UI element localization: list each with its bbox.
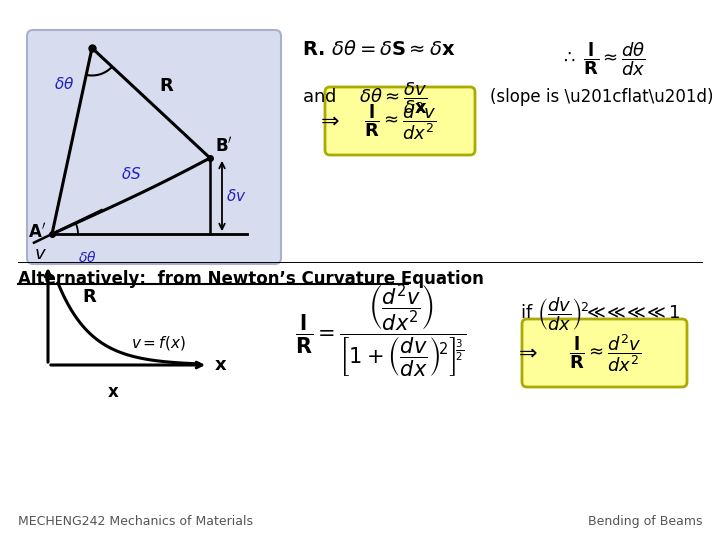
Text: Bending of Beams: Bending of Beams — [588, 515, 702, 528]
Text: $\Rightarrow$: $\Rightarrow$ — [316, 111, 340, 131]
FancyBboxPatch shape — [522, 319, 687, 387]
Text: $\Rightarrow$: $\Rightarrow$ — [514, 343, 538, 363]
Text: $\mathbf{R.}\,\delta\theta = \delta\mathbf{S} \approx \delta\mathbf{x}$: $\mathbf{R.}\,\delta\theta = \delta\math… — [302, 40, 455, 59]
Text: $v$: $v$ — [34, 245, 46, 263]
Text: $\delta S$: $\delta S$ — [121, 166, 141, 182]
Text: MECHENG242 Mechanics of Materials: MECHENG242 Mechanics of Materials — [18, 515, 253, 528]
Text: Alternatively:  from Newton’s Curvature Equation: Alternatively: from Newton’s Curvature E… — [18, 270, 484, 288]
Text: $\mathbf{R}$: $\mathbf{R}$ — [159, 77, 174, 95]
Text: $\delta v$: $\delta v$ — [226, 188, 246, 204]
Text: $\mathbf{B'}$: $\mathbf{B'}$ — [215, 136, 233, 155]
FancyBboxPatch shape — [325, 87, 475, 155]
FancyBboxPatch shape — [27, 30, 281, 264]
Text: $v = f(x)$: $v = f(x)$ — [130, 334, 185, 352]
Text: if $\left(\dfrac{dv}{dx}\right)^{\!2} \!\!\ll\!\!\ll\!\!\ll\!\!\ll 1$: if $\left(\dfrac{dv}{dx}\right)^{\!2} \!… — [520, 295, 680, 333]
Text: $\mathbf{R}$: $\mathbf{R}$ — [82, 288, 98, 306]
Text: $\delta\theta$: $\delta\theta$ — [54, 76, 74, 92]
Text: $\mathbf{x}$: $\mathbf{x}$ — [214, 356, 228, 374]
Text: $\mathbf{x}$: $\mathbf{x}$ — [107, 383, 120, 401]
Text: $\dfrac{\mathbf{l}}{\mathbf{R}} \approx \dfrac{d^2v}{dx^2}$: $\dfrac{\mathbf{l}}{\mathbf{R}} \approx … — [364, 100, 436, 142]
Text: $\dfrac{\mathbf{l}}{\mathbf{R}} \approx \dfrac{d^2v}{dx^2}$: $\dfrac{\mathbf{l}}{\mathbf{R}} \approx … — [569, 332, 642, 374]
Text: $\dfrac{\mathbf{l}}{\mathbf{R}} = \dfrac{\left(\dfrac{d^2v}{dx^2}\right)}{\left[: $\dfrac{\mathbf{l}}{\mathbf{R}} = \dfrac… — [295, 282, 467, 379]
Text: $\therefore\;\dfrac{\mathbf{l}}{\mathbf{R}} \approx \dfrac{d\theta}{dx}$: $\therefore\;\dfrac{\mathbf{l}}{\mathbf{… — [560, 40, 646, 78]
Text: and $\quad\delta\theta \approx \dfrac{\delta v}{\delta\mathbf{x}}$: and $\quad\delta\theta \approx \dfrac{\d… — [302, 80, 428, 116]
Text: (slope is \u201cflat\u201d): (slope is \u201cflat\u201d) — [490, 88, 714, 106]
Text: $\mathbf{A'}$: $\mathbf{A'}$ — [28, 222, 46, 241]
Text: $\delta\theta$: $\delta\theta$ — [78, 250, 96, 265]
